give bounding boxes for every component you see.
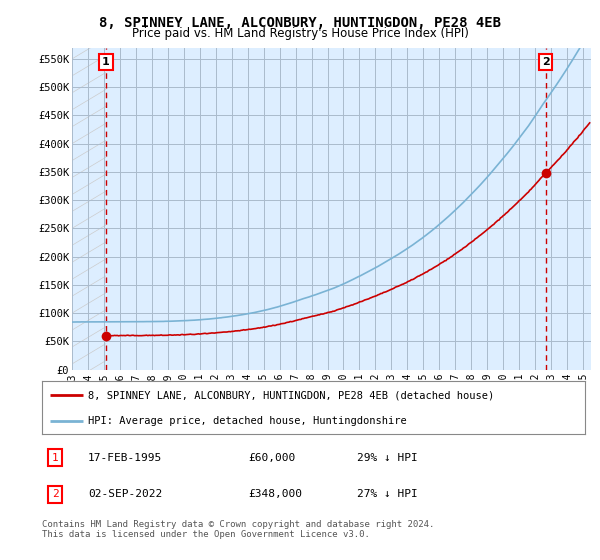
Text: £348,000: £348,000 [248, 489, 302, 499]
Text: 1: 1 [102, 57, 110, 67]
Text: HPI: Average price, detached house, Huntingdonshire: HPI: Average price, detached house, Hunt… [88, 416, 407, 426]
Text: 17-FEB-1995: 17-FEB-1995 [88, 453, 163, 463]
Text: 2: 2 [542, 57, 550, 67]
Text: £60,000: £60,000 [248, 453, 296, 463]
Text: 02-SEP-2022: 02-SEP-2022 [88, 489, 163, 499]
Text: 8, SPINNEY LANE, ALCONBURY, HUNTINGDON, PE28 4EB: 8, SPINNEY LANE, ALCONBURY, HUNTINGDON, … [99, 16, 501, 30]
Text: Price paid vs. HM Land Registry's House Price Index (HPI): Price paid vs. HM Land Registry's House … [131, 27, 469, 40]
Text: 8, SPINNEY LANE, ALCONBURY, HUNTINGDON, PE28 4EB (detached house): 8, SPINNEY LANE, ALCONBURY, HUNTINGDON, … [88, 390, 494, 400]
Text: 1: 1 [52, 453, 59, 463]
Text: 29% ↓ HPI: 29% ↓ HPI [357, 453, 418, 463]
Text: 2: 2 [52, 489, 59, 499]
Text: Contains HM Land Registry data © Crown copyright and database right 2024.
This d: Contains HM Land Registry data © Crown c… [42, 520, 434, 539]
Text: 27% ↓ HPI: 27% ↓ HPI [357, 489, 418, 499]
